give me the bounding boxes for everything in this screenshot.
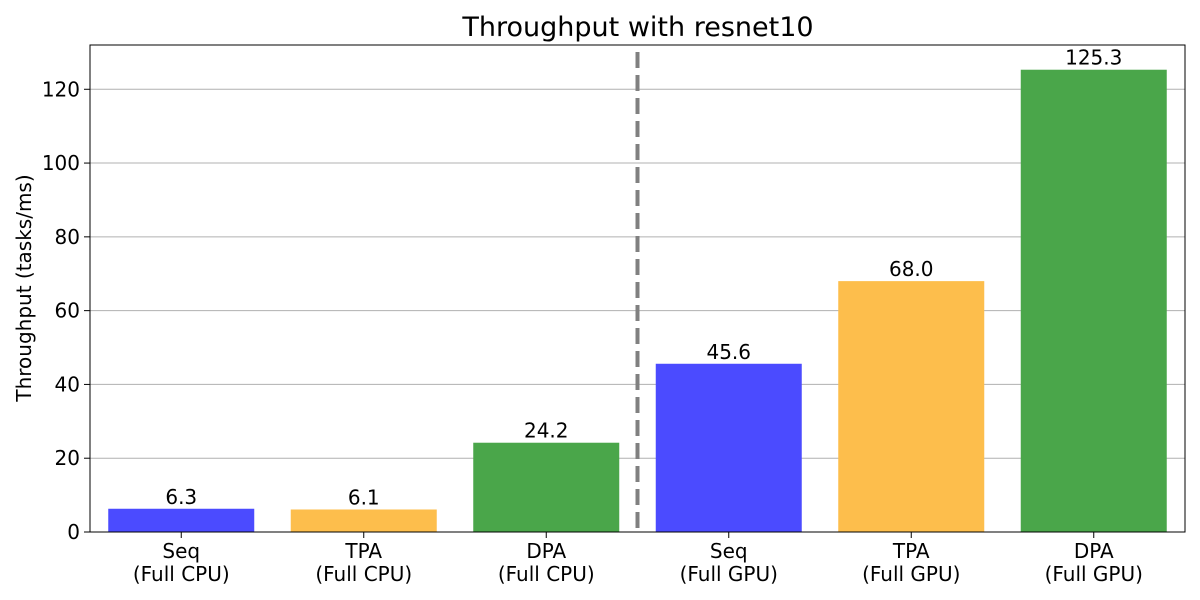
bar-1 <box>290 509 437 532</box>
bar-value-label-3: 45.6 <box>706 340 751 364</box>
x-tick-label-line-1-1: (Full CPU) <box>315 562 412 586</box>
bar-value-label-4: 68.0 <box>889 257 934 281</box>
y-axis-label: Throughput (tasks/ms) <box>12 174 36 402</box>
y-tick-label-4: 80 <box>55 225 80 249</box>
y-tick-label-1: 20 <box>55 446 80 470</box>
x-tick-label-line-4-1: (Full GPU) <box>862 562 960 586</box>
plot-frame <box>89 44 1186 533</box>
x-tick-label-3: Seq (Full GPU) <box>680 539 778 586</box>
x-tick-label-line-2-1: (Full CPU) <box>498 562 595 586</box>
bar-3 <box>655 363 802 532</box>
x-tick-label-line-2-0: DPA <box>526 539 566 563</box>
x-tick-label-2: DPA (Full CPU) <box>498 539 595 586</box>
x-tick-label-line-0-1: (Full CPU) <box>133 562 230 586</box>
y-tick-label-2: 40 <box>55 372 80 396</box>
y-tick-label-6: 120 <box>42 77 80 101</box>
plot-border <box>89 44 1186 533</box>
bar-value-label-5: 125.3 <box>1065 46 1122 70</box>
y-tick-label-0: 0 <box>67 520 80 544</box>
x-ticks: Seq (Full CPU)TPA (Full CPU)DPA (Full CPU)S… <box>133 532 1143 586</box>
bar-value-label-0: 6.3 <box>165 485 197 509</box>
bar-value-labels: 6.3 6.1 24.2 45.6 68.0 125.3 <box>165 46 1122 510</box>
x-tick-label-4: TPA (Full GPU) <box>862 539 960 586</box>
chart-title: Throughput with resnet10 <box>461 12 813 43</box>
bar-value-label-1: 6.1 <box>348 485 380 509</box>
y-ticks: 0 20 40 60 80 100 120 <box>42 77 90 544</box>
bar-5 <box>1020 69 1167 533</box>
bars <box>108 69 1167 533</box>
x-tick-label-line-5-1: (Full GPU) <box>1045 562 1143 586</box>
bar-0 <box>108 508 255 532</box>
y-tick-label-3: 60 <box>55 299 80 323</box>
x-tick-label-5: DPA (Full GPU) <box>1045 539 1143 586</box>
x-tick-label-1: TPA (Full CPU) <box>315 539 412 586</box>
x-tick-label-line-1-0: TPA <box>344 539 382 563</box>
bar-value-label-2: 24.2 <box>524 419 569 443</box>
x-tick-label-line-5-0: DPA <box>1074 539 1114 563</box>
x-tick-label-line-3-0: Seq <box>710 539 748 563</box>
x-tick-label-line-3-1: (Full GPU) <box>680 562 778 586</box>
bar-4 <box>838 281 985 532</box>
x-tick-label-line-0-0: Seq <box>162 539 200 563</box>
x-tick-label-line-4-0: TPA <box>892 539 930 563</box>
bar-2 <box>473 442 620 532</box>
x-tick-label-0: Seq (Full CPU) <box>133 539 230 586</box>
y-tick-label-5: 100 <box>42 151 80 175</box>
